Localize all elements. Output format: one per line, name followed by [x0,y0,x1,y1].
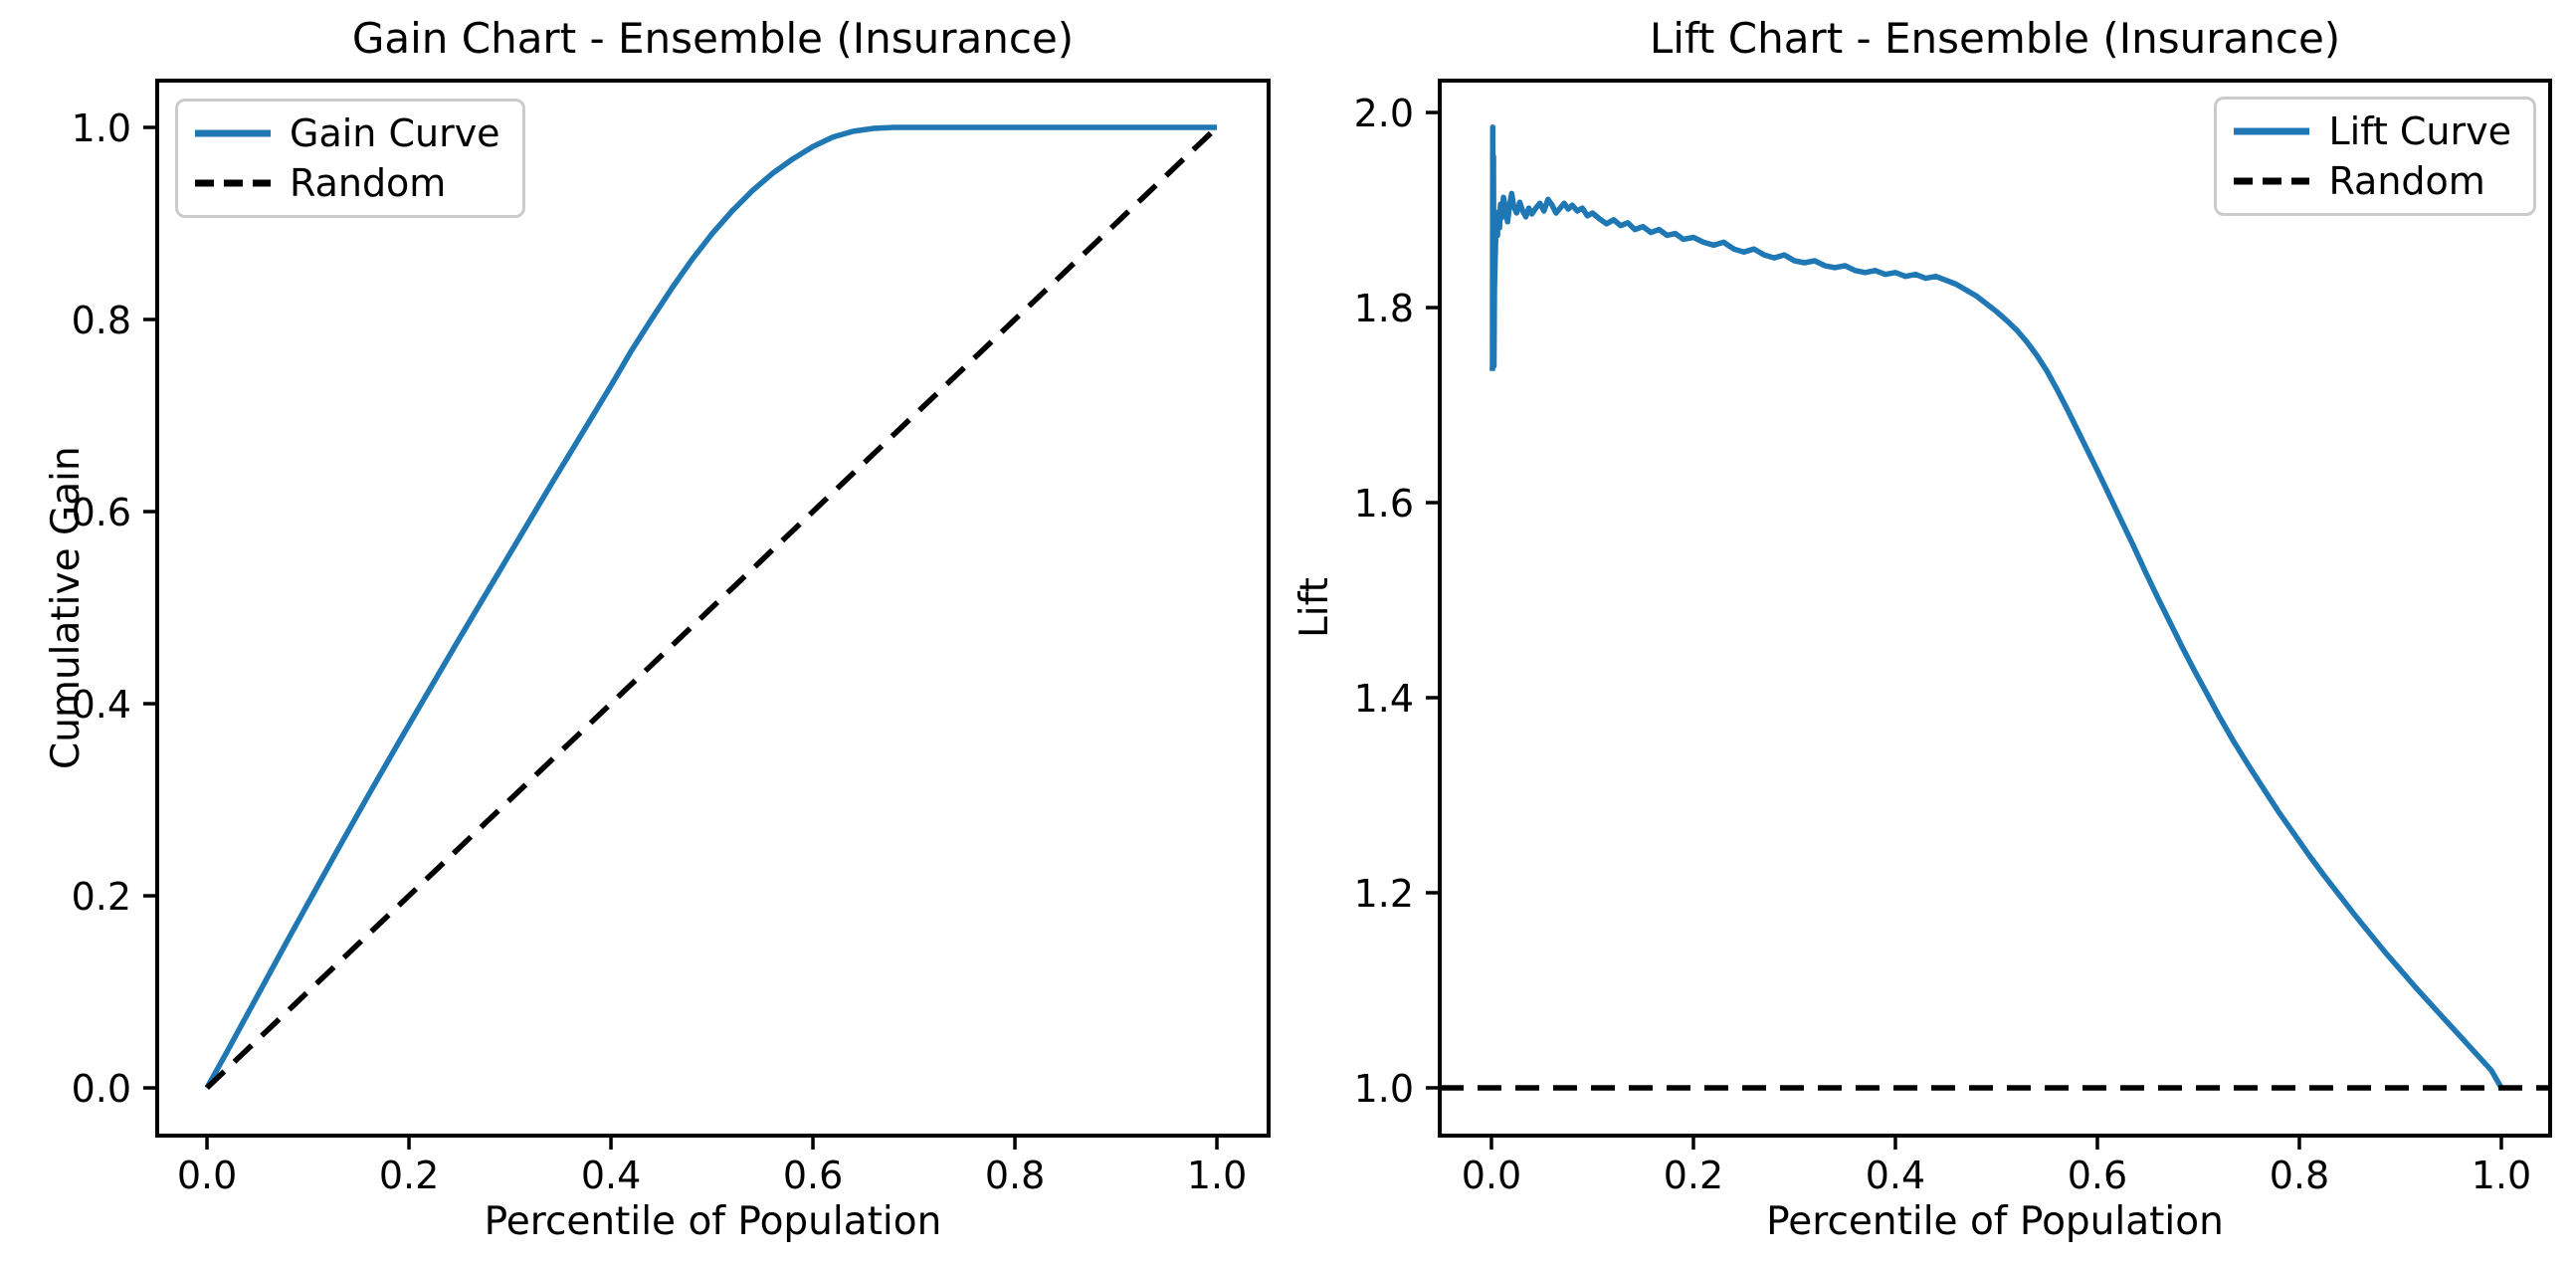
x-tick-label: 0.8 [985,1154,1045,1197]
axes-spines [1438,79,2552,1138]
x-tick-label: 0.6 [2068,1154,2127,1197]
x-tick-label: 0.4 [581,1154,641,1197]
x-tick-label: 0.0 [177,1154,237,1197]
y-tick-label: 1.2 [1354,872,1414,916]
x-tick-label: 0.8 [2270,1154,2329,1197]
y-tick-label: 0.2 [72,875,131,919]
y-tick-label: 0.6 [72,491,131,534]
legend-entry-gain-curve: Gain Curve [194,109,500,157]
x-tick-label: 0.4 [1866,1154,1925,1197]
lift-chart-xlabel: Percentile of Population [1766,1199,2224,1244]
x-tick-label: 0.2 [379,1154,439,1197]
legend-entry-random: Random [194,159,500,207]
legend-dashed-line-icon [195,179,271,187]
legend-label-lift-curve: Lift Curve [2328,109,2511,153]
lift-chart-legend: Lift Curve Random [2214,97,2536,216]
gain-chart: 0.0 0.2 0.4 0.6 0.8 1.0 0.0 0.2 0.4 0.6 0.8 1.0 Gai… [44,15,1271,1243]
legend-label-random: Random [290,161,447,205]
x-tick-label: 0.0 [1462,1154,1521,1197]
x-tick-label: 1.0 [1187,1154,1247,1197]
y-tick-label: 1.6 [1354,482,1414,526]
legend-entry-random: Random [2233,157,2511,205]
gain-plot-area: 0.0 0.2 0.4 0.6 0.8 1.0 0.0 0.2 0.4 0.6 0.8 1.0 [72,79,1271,1197]
y-tick-label: 0.8 [72,299,131,342]
gain-chart-title: Gain Chart - Ensemble (Insurance) [351,14,1075,63]
lift-curve-line [1489,123,2504,1090]
y-tick-label: 1.4 [1354,677,1414,721]
legend-solid-line-icon [195,129,271,137]
y-tick-label: 0.0 [72,1067,131,1111]
lift-plot-area: 0.0 0.2 0.4 0.6 0.8 1.0 1.0 1.2 1.4 1.6 1.8 2.0 [1354,79,2552,1197]
lift-chart-title: Lift Chart - Ensemble (Insurance) [1649,14,2341,63]
y-tick-label: 2.0 [1354,92,1414,135]
legend-dashed-line-icon [2234,177,2310,185]
gain-chart-ylabel: Cumulative Gain [44,446,89,770]
y-tick-label: 1.0 [72,106,131,150]
legend-solid-line-icon [2234,127,2310,135]
x-tick-label: 0.6 [783,1154,843,1197]
gain-chart-xlabel: Percentile of Population [484,1199,942,1244]
x-tick-label: 1.0 [2472,1154,2531,1197]
legend-label-gain-curve: Gain Curve [290,111,500,155]
axes-spines [155,79,1271,1138]
legend-entry-lift-curve: Lift Curve [2233,107,2511,155]
lift-chart-ylabel: Lift [1292,577,1337,639]
x-tick-label: 0.2 [1664,1154,1723,1197]
random-line [205,125,1219,1090]
gain-chart-legend: Gain Curve Random [175,99,525,218]
lift-chart: 0.0 0.2 0.4 0.6 0.8 1.0 1.0 1.2 1.4 1.6 1.8 2.0 Lif… [1292,15,2552,1243]
y-tick-label: 1.8 [1354,287,1414,330]
y-tick-label: 0.4 [72,683,131,727]
y-tick-label: 1.0 [1354,1067,1414,1111]
gain-curve-line [204,124,1217,1090]
legend-label-random: Random [2328,159,2485,203]
